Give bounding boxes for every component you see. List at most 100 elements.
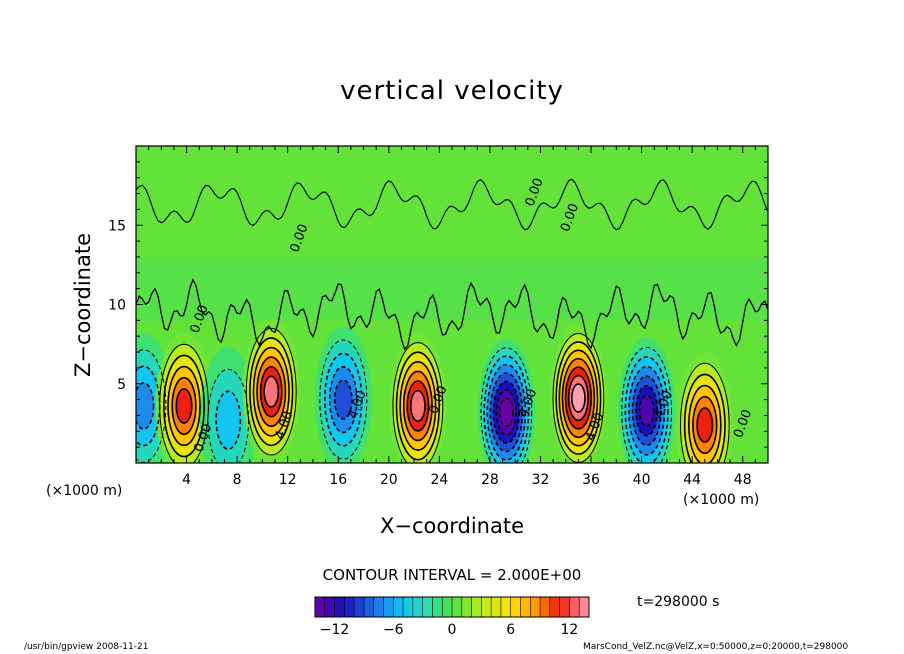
- contour-line: [571, 383, 586, 413]
- contour-line: [159, 343, 209, 463]
- x-tick-label: 48: [734, 472, 752, 488]
- colorbar-segment: [432, 597, 443, 617]
- colorbar-segment: [452, 597, 463, 617]
- x-tick-label: 32: [532, 472, 550, 488]
- time-label: t=298000 s: [637, 594, 720, 610]
- colorbar-segment: [569, 597, 580, 617]
- contour-line: [683, 373, 726, 463]
- y-tick-label: 15: [108, 218, 126, 234]
- colorbar-segment: [500, 597, 512, 617]
- downdraft-cell: [618, 337, 676, 463]
- x-tick-label: 12: [279, 472, 297, 488]
- contour-line: [249, 337, 294, 447]
- contour-line: [628, 365, 666, 456]
- x-tick-label: 20: [380, 472, 398, 488]
- contour-line: [624, 356, 669, 463]
- contour-line: [564, 366, 593, 430]
- colorbar-segment: [373, 597, 384, 617]
- colorbar-segment: [344, 597, 355, 617]
- cell-level: [410, 390, 425, 422]
- x-tick-label: 16: [329, 472, 347, 488]
- y-tick-label: 5: [117, 377, 126, 393]
- colorbar-tick-label: −6: [383, 622, 404, 638]
- colorbar-segment: [491, 597, 502, 617]
- contour-line: [245, 327, 297, 456]
- colorbar-segment: [383, 597, 394, 617]
- contour-line: [631, 375, 662, 447]
- y-tick-label: 10: [108, 298, 126, 314]
- colorbar-segment: [334, 597, 345, 617]
- x-tick-label: 28: [481, 472, 499, 488]
- colorbar-segment: [363, 597, 375, 617]
- colorbar-segment: [549, 597, 561, 617]
- contour-line: [395, 351, 440, 461]
- contour-line: [687, 384, 722, 463]
- contour-line: [252, 346, 290, 437]
- contour-line: [483, 355, 530, 463]
- weak-wave-band: [136, 256, 768, 321]
- contour-line: [495, 389, 517, 436]
- chart-title: vertical velocity: [340, 76, 564, 106]
- cell-level: [216, 391, 241, 450]
- contour-line: [259, 365, 283, 418]
- contour-line: [621, 346, 673, 463]
- x-tick-label: 44: [683, 472, 701, 488]
- cell-level: [571, 384, 585, 413]
- contour-line: [167, 365, 201, 447]
- x-tick-label: 36: [582, 472, 600, 488]
- contour-line: [163, 354, 205, 458]
- contour-line: [561, 357, 596, 439]
- contour-line: [175, 388, 193, 424]
- colorbar-segment: [422, 597, 433, 617]
- contour-line: [635, 384, 659, 437]
- contour-line: [680, 362, 730, 463]
- updraft-cell: [549, 325, 607, 463]
- contour-interval: CONTOUR INTERVAL = 2.000E+00: [322, 566, 582, 584]
- colorbar-frame: [314, 596, 590, 618]
- x-tick-label: 4: [182, 472, 191, 488]
- cell-level: [176, 388, 192, 423]
- updraft-cell: [242, 318, 300, 463]
- colorbar-segment: [579, 597, 590, 617]
- colorbar-segment: [324, 597, 336, 617]
- colorbar-segment: [412, 597, 424, 617]
- colorbar-segment: [540, 597, 551, 617]
- x-tick-label: 24: [430, 472, 448, 488]
- contour-line: [136, 382, 155, 430]
- cell-level: [697, 407, 713, 443]
- colorbar-tick-label: 6: [506, 622, 515, 638]
- cell-level: [264, 376, 279, 407]
- x-tick-label: 8: [233, 472, 242, 488]
- y-axis-label: Z−coordinate: [71, 233, 95, 377]
- cell-level: [334, 380, 352, 420]
- cell-level: [639, 395, 654, 427]
- contour-line: [492, 380, 520, 444]
- x-tick-label: 40: [633, 472, 651, 488]
- footer-right: MarsCond_VelZ.nc@VelZ,x=0:50000,z=0:2000…: [583, 642, 849, 652]
- contour-line: [328, 365, 358, 434]
- contour-line: [171, 376, 197, 435]
- contour-line: [406, 380, 430, 432]
- colorbar-segment: [530, 597, 541, 617]
- colorbar-segment: [510, 597, 521, 617]
- contour-line: [692, 395, 718, 454]
- colorbar-tick-label: 0: [448, 622, 457, 638]
- cell-level: [136, 382, 154, 429]
- contour-line: [319, 339, 368, 460]
- contour-line: [498, 397, 514, 428]
- colorbar-segment: [442, 597, 453, 617]
- colorbar-segment: [393, 597, 404, 617]
- contour-line: [323, 352, 363, 447]
- contour-line: [555, 341, 602, 455]
- downdraft-cell: [199, 347, 257, 463]
- x-unit-left: (×1000 m): [46, 483, 123, 499]
- contour-line: [392, 342, 444, 463]
- colorbar-segment: [315, 597, 326, 617]
- contour-line: [333, 379, 353, 420]
- colorbar-segment: [403, 597, 414, 617]
- cell-level: [499, 398, 513, 427]
- contour-line: [409, 389, 426, 423]
- contour-line: [399, 361, 437, 451]
- colorbar-tick-label: 12: [561, 622, 579, 638]
